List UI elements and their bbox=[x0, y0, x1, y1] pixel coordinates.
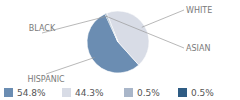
legend-label: 0.5% bbox=[191, 88, 214, 98]
legend: 54.8% 44.3% 0.5% 0.5% bbox=[4, 88, 214, 98]
slice-label: ASIAN bbox=[186, 44, 210, 53]
slices bbox=[87, 11, 149, 73]
slice-label: BLACK bbox=[29, 24, 56, 33]
legend-label: 54.8% bbox=[17, 88, 46, 98]
pie-slice bbox=[105, 14, 118, 42]
leader-line bbox=[46, 57, 95, 74]
legend-swatch bbox=[124, 88, 133, 97]
chart: HISPANIC WHITE BLACK ASIAN 54.8% 44.3% 0.5% 0.5… bbox=[0, 0, 240, 100]
legend-swatch bbox=[4, 88, 13, 97]
slice-label: WHITE bbox=[186, 6, 212, 15]
slice-label: HISPANIC bbox=[27, 75, 65, 84]
leader-line bbox=[142, 10, 184, 27]
legend-label: 44.3% bbox=[75, 88, 104, 98]
leader-line bbox=[107, 16, 184, 48]
legend-swatch bbox=[62, 88, 71, 97]
legend-label: 0.5% bbox=[137, 88, 160, 98]
legend-swatch bbox=[178, 88, 187, 97]
pie-slice bbox=[106, 13, 118, 42]
